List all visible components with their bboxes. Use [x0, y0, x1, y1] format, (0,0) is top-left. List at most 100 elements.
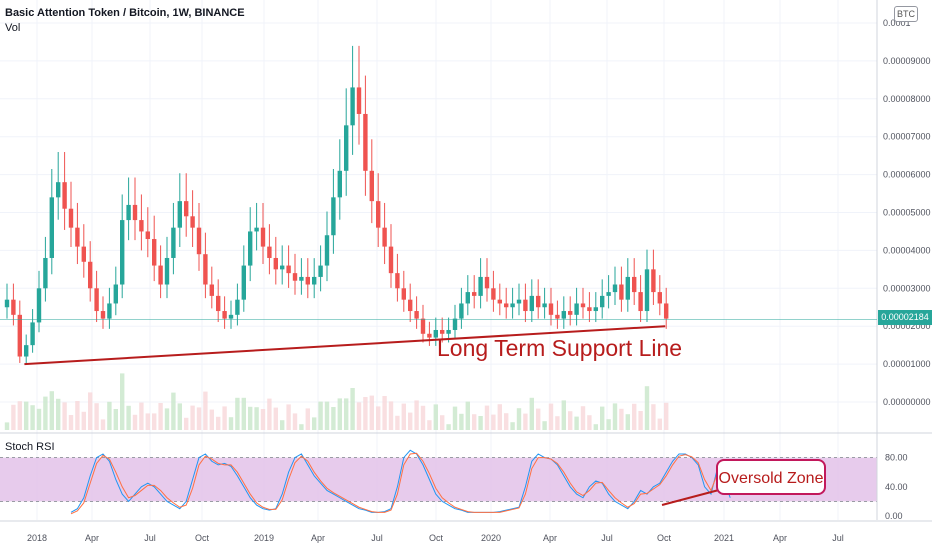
volume-label: Vol — [5, 22, 20, 34]
candle-body — [50, 197, 54, 258]
candle-body — [312, 277, 316, 285]
time-tick-label: Apr — [311, 533, 325, 543]
candle-body — [408, 300, 412, 311]
volume-bar — [267, 399, 271, 430]
volume-bar — [24, 402, 28, 430]
volume-bar — [459, 414, 463, 430]
volume-bar — [235, 398, 239, 430]
price-tick-label: 0.00000000 — [883, 397, 931, 407]
candle-body — [88, 262, 92, 289]
volume-bar — [363, 397, 367, 430]
volume-bar — [242, 398, 246, 430]
volume-bar — [453, 407, 457, 430]
candle-body — [370, 171, 374, 201]
volume-bar — [613, 403, 617, 430]
candle-body — [459, 303, 463, 318]
grid-lines — [0, 0, 877, 520]
volume-bar — [139, 403, 143, 430]
volume-bar — [536, 409, 540, 430]
candle-body — [440, 330, 444, 334]
candle-body — [146, 231, 150, 239]
candle-body — [453, 319, 457, 330]
volume-bar — [664, 403, 668, 430]
volume-bar — [30, 405, 34, 430]
volume-bar — [280, 420, 284, 430]
candle-body — [478, 277, 482, 296]
volume-bar — [594, 424, 598, 430]
volume-bar — [126, 406, 130, 430]
volume-bar — [491, 415, 495, 430]
price-tick-label: 0.00006000 — [883, 170, 931, 180]
volume-bar — [69, 415, 73, 430]
volume-bar — [389, 401, 393, 430]
candle-body — [126, 205, 130, 220]
volume-bar — [370, 396, 374, 430]
price-tick-label: 0.00004000 — [883, 245, 931, 255]
candle-body — [158, 266, 162, 285]
volume-bar — [562, 400, 566, 430]
volume-bar — [5, 422, 9, 430]
volume-bar — [523, 414, 527, 430]
volume-bar — [517, 408, 521, 430]
volume-bar — [146, 413, 150, 430]
price-tick-label: 0.00009000 — [883, 56, 931, 66]
volume-bar — [485, 406, 489, 430]
candle-body — [133, 205, 137, 220]
candle-body — [542, 303, 546, 307]
currency-badge[interactable]: BTC — [894, 6, 918, 22]
volume-bar — [408, 413, 412, 430]
candle-body — [600, 296, 604, 307]
time-tick-label: Jul — [832, 533, 844, 543]
candle-body — [382, 228, 386, 247]
candle-body — [523, 300, 527, 311]
volume-bar — [376, 406, 380, 430]
candle-body — [427, 334, 431, 338]
candle-body — [530, 296, 534, 311]
candle-body — [229, 315, 233, 319]
time-tick-label: Jul — [371, 533, 383, 543]
volume-bar — [414, 400, 418, 430]
time-tick-label: 2021 — [714, 533, 734, 543]
candle-body — [306, 277, 310, 285]
volume-bar — [619, 409, 623, 430]
candle-body — [62, 182, 66, 209]
candle-body — [581, 303, 585, 307]
candle-body — [498, 300, 502, 304]
volume-bar — [574, 417, 578, 430]
time-tick-label: Jul — [601, 533, 613, 543]
candle-body — [56, 182, 60, 197]
rsi-tick-label: 40.00 — [885, 482, 908, 492]
candle-body — [651, 269, 655, 292]
candle-body — [293, 273, 297, 281]
volume-bar — [446, 424, 450, 430]
volume-bar — [395, 416, 399, 430]
volume-bar — [229, 417, 233, 430]
candle-body — [344, 125, 348, 170]
candle-body — [235, 300, 239, 315]
volume-bar — [632, 404, 636, 430]
volume-bar — [402, 404, 406, 430]
volume-bar — [421, 406, 425, 430]
time-tick-label: Apr — [543, 533, 557, 543]
volume-bar — [56, 399, 60, 430]
price-tick-label: 0.00001000 — [883, 359, 931, 369]
candle-body — [24, 345, 28, 356]
candle-body — [254, 228, 258, 232]
volume-bar — [152, 413, 156, 430]
candle-body — [504, 303, 508, 307]
volume-bar — [248, 407, 252, 430]
candle-body — [414, 311, 418, 319]
candle-body — [267, 247, 271, 258]
candle-body — [568, 311, 572, 315]
volume-bar — [325, 402, 329, 430]
volume-bar — [37, 409, 41, 430]
volume-bar — [299, 424, 303, 430]
volume-bar — [82, 412, 86, 430]
volume-bar — [197, 407, 201, 430]
candle-body — [338, 171, 342, 198]
candle-body — [536, 296, 540, 307]
candle-body — [178, 201, 182, 228]
volume-bar — [510, 422, 514, 430]
volume-bar — [338, 398, 342, 430]
candle-body — [82, 247, 86, 262]
